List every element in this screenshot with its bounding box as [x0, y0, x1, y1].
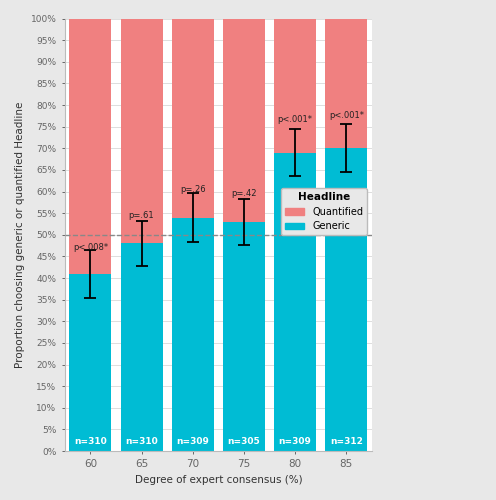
Bar: [274, 18, 316, 152]
Text: p<.001*: p<.001*: [329, 111, 364, 120]
Text: p=.42: p=.42: [231, 189, 256, 198]
Text: n=309: n=309: [279, 437, 311, 446]
Bar: [223, 18, 265, 222]
X-axis label: Degree of expert consensus (%): Degree of expert consensus (%): [134, 475, 302, 485]
Text: p<.008*: p<.008*: [73, 243, 108, 252]
Text: p<.001*: p<.001*: [278, 116, 312, 124]
Bar: [172, 218, 214, 451]
Bar: [325, 18, 367, 148]
Bar: [121, 244, 163, 451]
Text: n=310: n=310: [125, 437, 158, 446]
Y-axis label: Proportion choosing generic or quantified Headline: Proportion choosing generic or quantifie…: [15, 102, 25, 368]
Text: p=.26: p=.26: [180, 184, 205, 194]
Text: n=305: n=305: [228, 437, 260, 446]
Text: p=.61: p=.61: [129, 210, 154, 220]
Bar: [223, 222, 265, 451]
Legend: Quantified, Generic: Quantified, Generic: [281, 188, 367, 236]
Bar: [69, 274, 111, 451]
Bar: [325, 148, 367, 451]
Bar: [172, 18, 214, 218]
Text: n=312: n=312: [330, 437, 363, 446]
Bar: [121, 18, 163, 244]
Text: n=310: n=310: [74, 437, 107, 446]
Bar: [69, 18, 111, 274]
Bar: [274, 152, 316, 451]
Text: n=309: n=309: [176, 437, 209, 446]
